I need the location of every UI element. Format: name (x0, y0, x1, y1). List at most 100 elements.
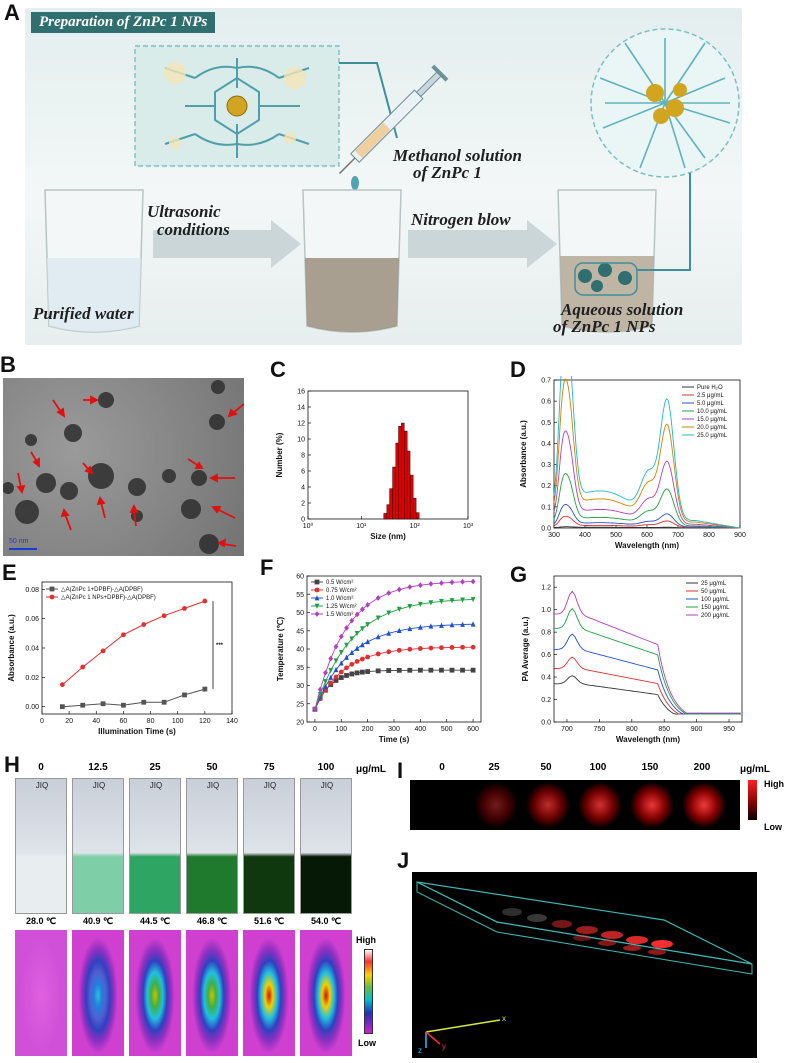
data-point (460, 597, 465, 603)
panel-i-pa-strip: 0 25 50 100 150 200 (410, 762, 740, 830)
bar (389, 488, 393, 520)
data-point (365, 638, 371, 645)
data-point (349, 617, 355, 624)
data-point (344, 654, 349, 660)
arrow1-line2: conditions (157, 220, 230, 239)
data-point (338, 649, 344, 656)
y-tick-label: 35 (296, 665, 304, 672)
x-tick-label: 400 (579, 532, 591, 539)
vial-cap-label: JIQ (149, 781, 163, 790)
legend-label: 150 μg/mL (701, 605, 730, 611)
i-conc-label: 50 (540, 762, 552, 773)
data-point (344, 642, 349, 649)
legend-label: 20.0 μg/mL (697, 425, 728, 431)
data-point (312, 706, 318, 713)
bar (416, 512, 420, 520)
h-conc-label: 25 (149, 762, 161, 773)
thermal-image (72, 930, 124, 1056)
legend-label: 1.5 W/cm² (326, 612, 353, 618)
data-point (417, 582, 423, 589)
data-point (141, 622, 147, 627)
y-tick-label: 0.4 (541, 441, 551, 448)
data-point (333, 658, 339, 664)
data-point (428, 645, 434, 651)
x-tick-label: 900 (691, 726, 703, 733)
y-tick-label: 0.6 (541, 399, 551, 406)
data-point (49, 586, 55, 592)
tem-particles (3, 380, 244, 554)
h-temp-label: 51.6 ℃ (253, 916, 285, 926)
data-point (470, 578, 476, 585)
vial-cap-label: JIQ (263, 781, 277, 790)
x-tick-label: 950 (723, 726, 735, 733)
data-point (449, 622, 455, 628)
data-point (314, 587, 320, 593)
x-tick-label: 100 (172, 718, 184, 725)
thermal-image (300, 930, 352, 1056)
bar (401, 422, 405, 520)
legend-label: 5.0 μg/mL (697, 401, 724, 407)
data-point (460, 621, 465, 627)
x-tick-label: 0 (313, 726, 317, 733)
vial: JIQ (186, 778, 238, 914)
vial: JIQ (129, 778, 181, 914)
bar (392, 466, 396, 520)
data-point (80, 702, 86, 708)
data-point (396, 606, 402, 613)
x-tick-label: 850 (658, 726, 670, 733)
i-conc-label: 0 (439, 762, 445, 773)
h-temp-label: 54.0 ℃ (310, 916, 342, 926)
legend-label: △A(ZnPc 1 NPs+DPBF)-△A(DPBF) (61, 595, 156, 601)
x-tick-label: 700 (561, 726, 573, 733)
beaker-3 (557, 189, 657, 333)
j-axis-x: x (502, 1014, 506, 1023)
y-tick-label: 1.2 (541, 585, 551, 592)
data-point (386, 668, 392, 673)
x-tick-label: 400 (415, 726, 427, 733)
x-tick-label: 100 (335, 726, 347, 733)
data-point (449, 645, 455, 650)
x-axis-label: Time (s) (379, 735, 410, 744)
x-axis-label: Wavelength (nm) (615, 541, 679, 550)
y-axis-label: Number (%) (275, 432, 284, 477)
data-point (407, 625, 413, 632)
data-point (375, 595, 381, 601)
data-point (100, 701, 106, 707)
y-tick-label: 20 (296, 720, 304, 727)
x-tick-label: 80 (147, 718, 155, 725)
panel-j-label: J (397, 848, 410, 873)
x-axis-label: Size (nm) (370, 532, 406, 541)
y-tick-label: 0.6 (541, 652, 551, 659)
y-tick-label: 0.06 (25, 616, 39, 623)
j-render (416, 881, 753, 1048)
series-line (553, 376, 741, 529)
data-point (338, 675, 344, 680)
data-point (359, 606, 365, 613)
data-point (338, 660, 344, 666)
y-tick-label: 0.5 (541, 420, 551, 427)
methanol-line1: Methanol solution (393, 146, 522, 165)
y-axis-label: Absorbance (a.u.) (8, 614, 16, 682)
h-conc-label: 100 (317, 762, 335, 773)
y-tick-label: 0.4 (541, 675, 551, 682)
series-line (554, 656, 741, 715)
bar (410, 474, 414, 520)
data-point (470, 621, 476, 627)
y-tick-label: 55 (296, 592, 304, 599)
y-axis-label: Absorbance (a.u.) (519, 420, 528, 488)
data-point (349, 671, 355, 677)
h-temp-label: 46.8 ℃ (196, 916, 228, 926)
pa-spot (578, 782, 622, 828)
data-point (161, 699, 167, 705)
h-conc-label: 50 (206, 762, 218, 773)
series-line (314, 623, 474, 710)
x-tick-label: 10⁰ (303, 522, 314, 530)
legend-label: △A(ZnPc 1+DPBF)-△A(DPBF) (61, 587, 143, 593)
data-point (80, 664, 86, 670)
data-point (349, 649, 355, 655)
h-conc-label: 12.5 (88, 762, 108, 773)
y-tick-label: 12 (297, 421, 305, 428)
data-point (365, 622, 371, 628)
pa-spot (422, 782, 466, 828)
beaker3-line1: Aqueous solution (561, 300, 684, 319)
